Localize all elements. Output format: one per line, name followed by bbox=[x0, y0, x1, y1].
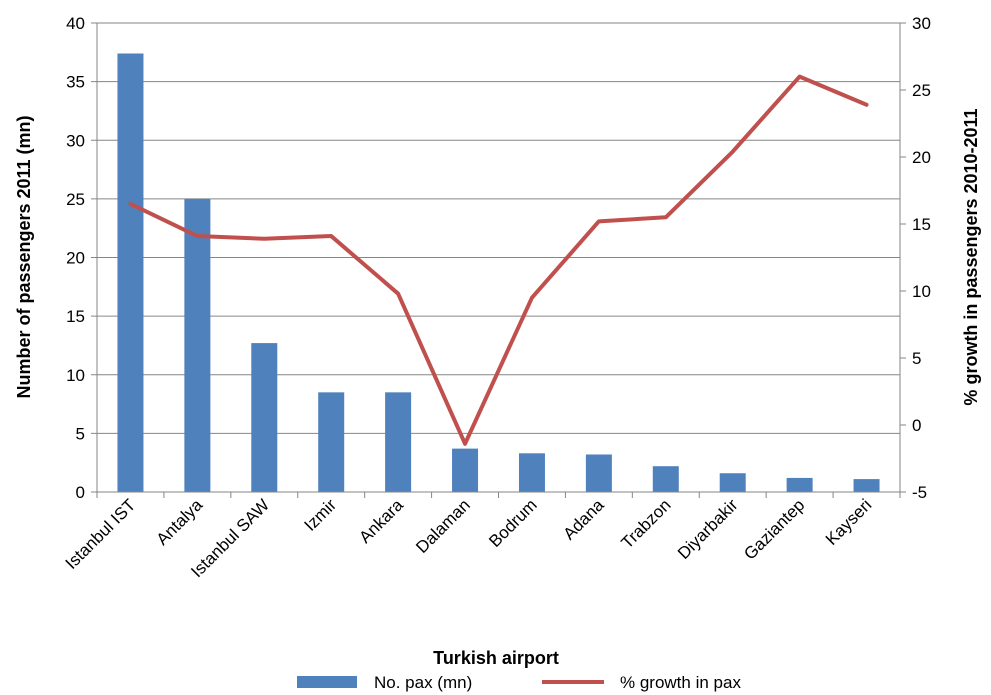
bar-9 bbox=[719, 473, 746, 492]
gridlines bbox=[97, 22, 900, 434]
x-tick-label: Antalya bbox=[153, 495, 207, 549]
x-tick-label: Bodrum bbox=[485, 495, 541, 551]
y2-tick-label: 15 bbox=[912, 215, 931, 234]
bar-7 bbox=[585, 454, 612, 492]
growth-point-11 bbox=[866, 104, 868, 106]
growth-point-6 bbox=[531, 297, 533, 299]
growth-point-2 bbox=[263, 238, 265, 240]
bar-10 bbox=[786, 477, 813, 492]
bar-0 bbox=[117, 53, 144, 493]
x-tick-label: Dalaman bbox=[412, 495, 474, 557]
bar-1 bbox=[184, 198, 211, 492]
y2-tick-label: 10 bbox=[912, 282, 931, 301]
x-tick-label: Istanbul IST bbox=[62, 495, 140, 573]
x-tick-label: Diyarbakir bbox=[674, 495, 742, 563]
legend: No. pax (mn) % growth in pax bbox=[297, 673, 741, 692]
y2-tick-label: 20 bbox=[912, 148, 931, 167]
legend-swatch-bars bbox=[297, 676, 357, 688]
y2-axis-title: % growth in passengers 2010-2011 bbox=[961, 108, 981, 405]
bar-3 bbox=[318, 392, 345, 492]
y2-tick-label: 30 bbox=[912, 14, 931, 33]
x-tick-label: Trabzon bbox=[618, 495, 675, 552]
right-axis-ticks: -5 0 5 10 15 20 25 30 bbox=[900, 14, 931, 502]
growth-point-0 bbox=[129, 203, 131, 205]
bar-11 bbox=[853, 479, 880, 492]
y-tick-label: 40 bbox=[66, 14, 85, 33]
legend-label-line: % growth in pax bbox=[620, 673, 741, 692]
bar-5 bbox=[452, 448, 479, 492]
line-series bbox=[128, 74, 869, 446]
bar-series bbox=[117, 53, 880, 493]
y-tick-label: 15 bbox=[66, 307, 85, 326]
x-tick-label: Ankara bbox=[355, 495, 407, 547]
growth-point-5 bbox=[464, 443, 466, 445]
growth-point-7 bbox=[598, 220, 600, 222]
x-tick-label: Adana bbox=[559, 495, 608, 544]
growth-point-9 bbox=[732, 151, 734, 153]
growth-point-1 bbox=[196, 235, 198, 237]
bar-6 bbox=[518, 453, 545, 492]
x-tick-label: Gaziantep bbox=[740, 495, 808, 563]
bar-4 bbox=[385, 392, 412, 492]
y2-tick-label: 25 bbox=[912, 81, 931, 100]
y2-tick-label: 5 bbox=[912, 349, 921, 368]
left-axis-ticks: 0 5 10 15 20 25 30 35 40 bbox=[66, 14, 97, 502]
y-tick-label: 10 bbox=[66, 366, 85, 385]
growth-point-8 bbox=[665, 216, 667, 218]
growth-point-3 bbox=[330, 235, 332, 237]
y-tick-label: 0 bbox=[76, 483, 85, 502]
y-tick-label: 30 bbox=[66, 131, 85, 150]
x-tick-label: Kayseri bbox=[822, 495, 876, 549]
growth-point-10 bbox=[799, 76, 801, 78]
y-tick-label: 5 bbox=[76, 424, 85, 443]
legend-label-bars: No. pax (mn) bbox=[374, 673, 472, 692]
y2-tick-label: 0 bbox=[912, 416, 921, 435]
y-tick-label: 25 bbox=[66, 190, 85, 209]
y-tick-label: 20 bbox=[66, 249, 85, 268]
y2-tick-label: -5 bbox=[912, 483, 927, 502]
y-axis-title: Number of passengers 2011 (mn) bbox=[14, 115, 34, 398]
growth-point-4 bbox=[397, 293, 399, 295]
growth-line bbox=[128, 74, 869, 446]
bar-2 bbox=[251, 343, 278, 492]
x-tick-label: Izmir bbox=[301, 495, 341, 535]
y-tick-label: 35 bbox=[66, 73, 85, 92]
x-axis-title: Turkish airport bbox=[433, 648, 559, 668]
bar-8 bbox=[652, 466, 679, 492]
